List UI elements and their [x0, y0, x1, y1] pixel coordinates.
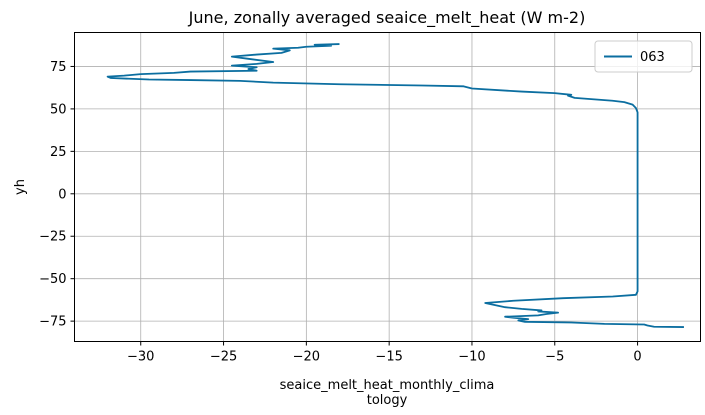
y-tick-label: −50 — [39, 272, 66, 287]
x-axis-label-line2: tology — [367, 393, 408, 408]
chart-title: June, zonally averaged seaice_melt_heat … — [188, 8, 586, 28]
x-tick-label: −20 — [293, 350, 320, 365]
y-tick-label: 0 — [58, 187, 66, 202]
y-tick-label: 25 — [50, 145, 67, 160]
series-layer — [106, 43, 684, 328]
x-tick-label: −25 — [210, 350, 237, 365]
x-tick-label: −10 — [458, 350, 485, 365]
y-tick-label: 50 — [50, 102, 67, 117]
legend: 063 — [594, 40, 693, 73]
legend-label-063: 063 — [640, 50, 665, 65]
y-gridlines — [74, 66, 701, 322]
legend-box — [594, 40, 693, 73]
x-tick-label: −5 — [545, 350, 564, 365]
plot-frame — [74, 32, 701, 342]
x-gridlines — [140, 32, 638, 342]
x-axis-label-line1: seaice_melt_heat_monthly_clima — [280, 378, 495, 393]
x-tick-label: 0 — [633, 350, 641, 365]
y-tick-label: −25 — [39, 230, 66, 245]
x-axis-ticks: −30 −25 −20 −15 −10 −5 0 — [127, 341, 642, 365]
y-tick-label: 75 — [50, 60, 67, 75]
series-line-063 — [106, 43, 684, 328]
x-tick-label: −30 — [127, 350, 154, 365]
y-axis-ticks: −75 −50 −25 0 25 50 75 — [39, 60, 75, 330]
y-tick-label: −75 — [39, 315, 66, 330]
y-axis-label: yh — [13, 179, 28, 195]
x-tick-label: −15 — [375, 350, 402, 365]
